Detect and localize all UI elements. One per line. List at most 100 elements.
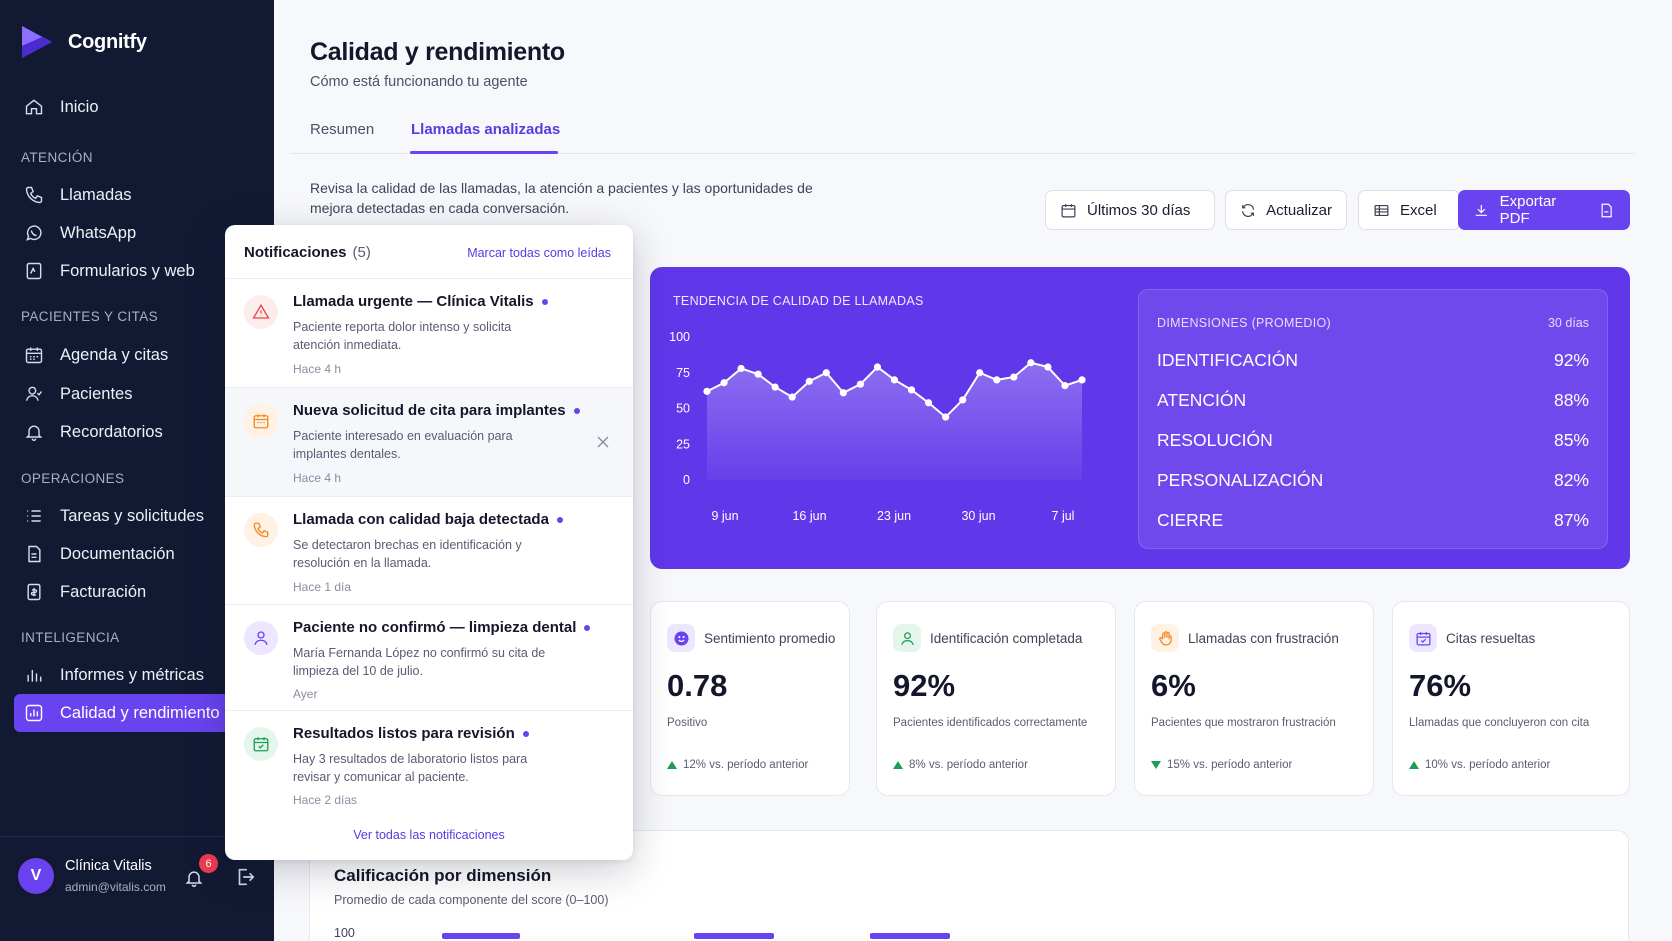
notification-item[interactable]: Nueva solicitud de cita para implantes P… bbox=[225, 388, 633, 497]
section-label-inteligencia: INTELIGENCIA bbox=[21, 630, 120, 645]
kpi-delta: 15% vs. período anterior bbox=[1151, 759, 1292, 771]
sidebar-item-inicio[interactable]: Inicio bbox=[14, 88, 254, 126]
notification-badge: 6 bbox=[199, 854, 218, 873]
page-subtitle: Cómo está funcionando tu agente bbox=[310, 74, 528, 90]
brand-name: Cognitfy bbox=[68, 30, 147, 53]
sidebar-item-calidad[interactable]: Calidad y rendimiento bbox=[14, 694, 254, 732]
trend-point[interactable] bbox=[703, 387, 711, 395]
notification-item[interactable]: Llamada urgente — Clínica Vitalis Pacien… bbox=[225, 279, 633, 388]
alert-icon bbox=[252, 303, 270, 319]
sidebar-item-formularios[interactable]: Formularios y web bbox=[14, 252, 254, 290]
tab-resumen[interactable]: Resumen bbox=[310, 121, 375, 138]
trend-point[interactable] bbox=[993, 376, 1001, 384]
kpi-label: Sentimiento promedio bbox=[704, 631, 836, 646]
bar-chart-icon bbox=[27, 670, 42, 682]
calendar-icon bbox=[253, 414, 269, 429]
trend-point[interactable] bbox=[788, 393, 796, 401]
trend-point[interactable] bbox=[873, 363, 882, 371]
trend-point[interactable] bbox=[976, 369, 984, 377]
trend-point[interactable] bbox=[942, 413, 950, 421]
sidebar-item-documentacion[interactable]: Documentación bbox=[14, 535, 254, 573]
logout-icon[interactable] bbox=[234, 866, 256, 888]
dimension-panel-title: Calificación por dimensión bbox=[334, 866, 552, 885]
dimension-label: RESOLUCIÓN bbox=[1157, 430, 1273, 450]
kpi-delta-text: 15% vs. período anterior bbox=[1167, 759, 1293, 771]
sidebar-item-informes[interactable]: Informes y métricas bbox=[14, 656, 254, 694]
sidebar-item-llamadas[interactable]: Llamadas bbox=[14, 176, 254, 214]
notifications-title: Notificaciones (5) bbox=[244, 244, 371, 261]
trend-point[interactable] bbox=[907, 386, 916, 394]
sidebar-item-label: Llamadas bbox=[60, 185, 132, 204]
sidebar-item-recordatorios[interactable]: Recordatorios bbox=[14, 413, 254, 451]
brand[interactable]: Cognitfy bbox=[20, 24, 147, 60]
excel-button[interactable]: Excel bbox=[1358, 190, 1460, 230]
sidebar-item-label: Documentación bbox=[60, 544, 175, 563]
sidebar-item-label: Facturación bbox=[60, 582, 147, 601]
notification-icon-wrap bbox=[244, 295, 278, 329]
dimension-label: CIERRE bbox=[1157, 510, 1224, 530]
trend-point[interactable] bbox=[1078, 376, 1086, 384]
refresh-label: Actualizar bbox=[1266, 201, 1332, 219]
sidebar-item-tareas[interactable]: Tareas y solicitudes bbox=[14, 497, 254, 535]
whatsapp-icon bbox=[26, 225, 42, 241]
date-range-button[interactable]: Últimos 30 días bbox=[1045, 190, 1215, 230]
y-tick-label: 50 bbox=[676, 402, 690, 416]
kpi-icon-wrap bbox=[893, 624, 921, 652]
trend-point[interactable] bbox=[754, 370, 762, 378]
dimension-panel-subtitle: Promedio de cada componente del score (0… bbox=[334, 893, 609, 907]
calendar-icon bbox=[1415, 631, 1431, 646]
trend-point[interactable] bbox=[856, 380, 865, 388]
kpi-sub: Pacientes identificados correctamente bbox=[893, 717, 1088, 729]
unread-dot bbox=[584, 624, 591, 631]
trend-point[interactable] bbox=[839, 389, 847, 397]
notification-item[interactable]: Resultados listos para revisión Hay 3 re… bbox=[225, 711, 633, 812]
kpi-delta: 12% vs. período anterior bbox=[667, 759, 808, 771]
trend-title: TENDENCIA DE CALIDAD DE LLAMADAS bbox=[673, 294, 924, 308]
user-email: admin@vitalis.com bbox=[65, 880, 166, 894]
trend-point[interactable] bbox=[1010, 373, 1018, 381]
trend-point[interactable] bbox=[924, 399, 933, 407]
refresh-button[interactable]: Actualizar bbox=[1225, 190, 1347, 230]
dimension-value: 87% bbox=[1553, 510, 1589, 530]
notification-item[interactable]: Llamada con calidad baja detectada Se de… bbox=[225, 497, 633, 605]
trend-point[interactable] bbox=[822, 369, 830, 377]
sidebar-item-whatsapp[interactable]: WhatsApp bbox=[14, 214, 254, 252]
trend-point[interactable] bbox=[771, 383, 779, 391]
trend-point[interactable] bbox=[959, 396, 967, 404]
view-all-notifications-link[interactable]: Ver todas las notificaciones bbox=[353, 828, 505, 842]
trend-point[interactable] bbox=[737, 364, 745, 373]
dimension-label: ATENCIÓN bbox=[1157, 390, 1247, 410]
excel-label: Excel bbox=[1400, 201, 1437, 219]
users-icon bbox=[25, 386, 43, 401]
sidebar-item-pacientes[interactable]: Pacientes bbox=[14, 375, 254, 413]
sidebar-item-agenda[interactable]: Agenda y citas bbox=[14, 336, 254, 374]
trend-point[interactable] bbox=[1027, 359, 1035, 367]
dimension-value: 92% bbox=[1553, 350, 1589, 370]
trend-point[interactable] bbox=[890, 376, 899, 384]
notification-time: Ayer bbox=[293, 687, 318, 701]
table-icon bbox=[1374, 204, 1389, 216]
notification-body: Paciente interesado en evaluación para i… bbox=[293, 429, 513, 461]
close-icon[interactable] bbox=[597, 436, 609, 448]
trend-point[interactable] bbox=[1061, 382, 1069, 390]
dimension-value: 88% bbox=[1553, 390, 1589, 410]
trend-point[interactable] bbox=[805, 377, 813, 385]
export-pdf-button[interactable]: Exportar PDF bbox=[1458, 190, 1630, 230]
trend-point[interactable] bbox=[720, 379, 728, 387]
dimension-row: IDENTIFICACIÓN 92% bbox=[1157, 350, 1589, 374]
avatar[interactable]: V bbox=[18, 858, 54, 894]
notification-item[interactable]: Paciente no confirmó — limpieza dental M… bbox=[225, 605, 633, 711]
trend-point[interactable] bbox=[1044, 363, 1052, 371]
kpi-value: 92% bbox=[893, 668, 956, 703]
dimension-row: ATENCIÓN 88% bbox=[1157, 390, 1589, 414]
mark-all-read-link[interactable]: Marcar todas como leídas bbox=[467, 246, 611, 260]
tab-llamadas-analizadas[interactable]: Llamadas analizadas bbox=[411, 121, 561, 138]
kpi-value: 0.78 bbox=[667, 668, 728, 703]
notifications-bell-icon[interactable] bbox=[184, 868, 204, 888]
dimension-row: RESOLUCIÓN 85% bbox=[1157, 430, 1589, 454]
unread-dot bbox=[522, 730, 529, 737]
trend-down-icon bbox=[1151, 761, 1161, 769]
sidebar-divider bbox=[0, 836, 274, 837]
section-label-pacientes: PACIENTES Y CITAS bbox=[21, 309, 159, 324]
sidebar-item-facturacion[interactable]: Facturación bbox=[14, 573, 254, 611]
